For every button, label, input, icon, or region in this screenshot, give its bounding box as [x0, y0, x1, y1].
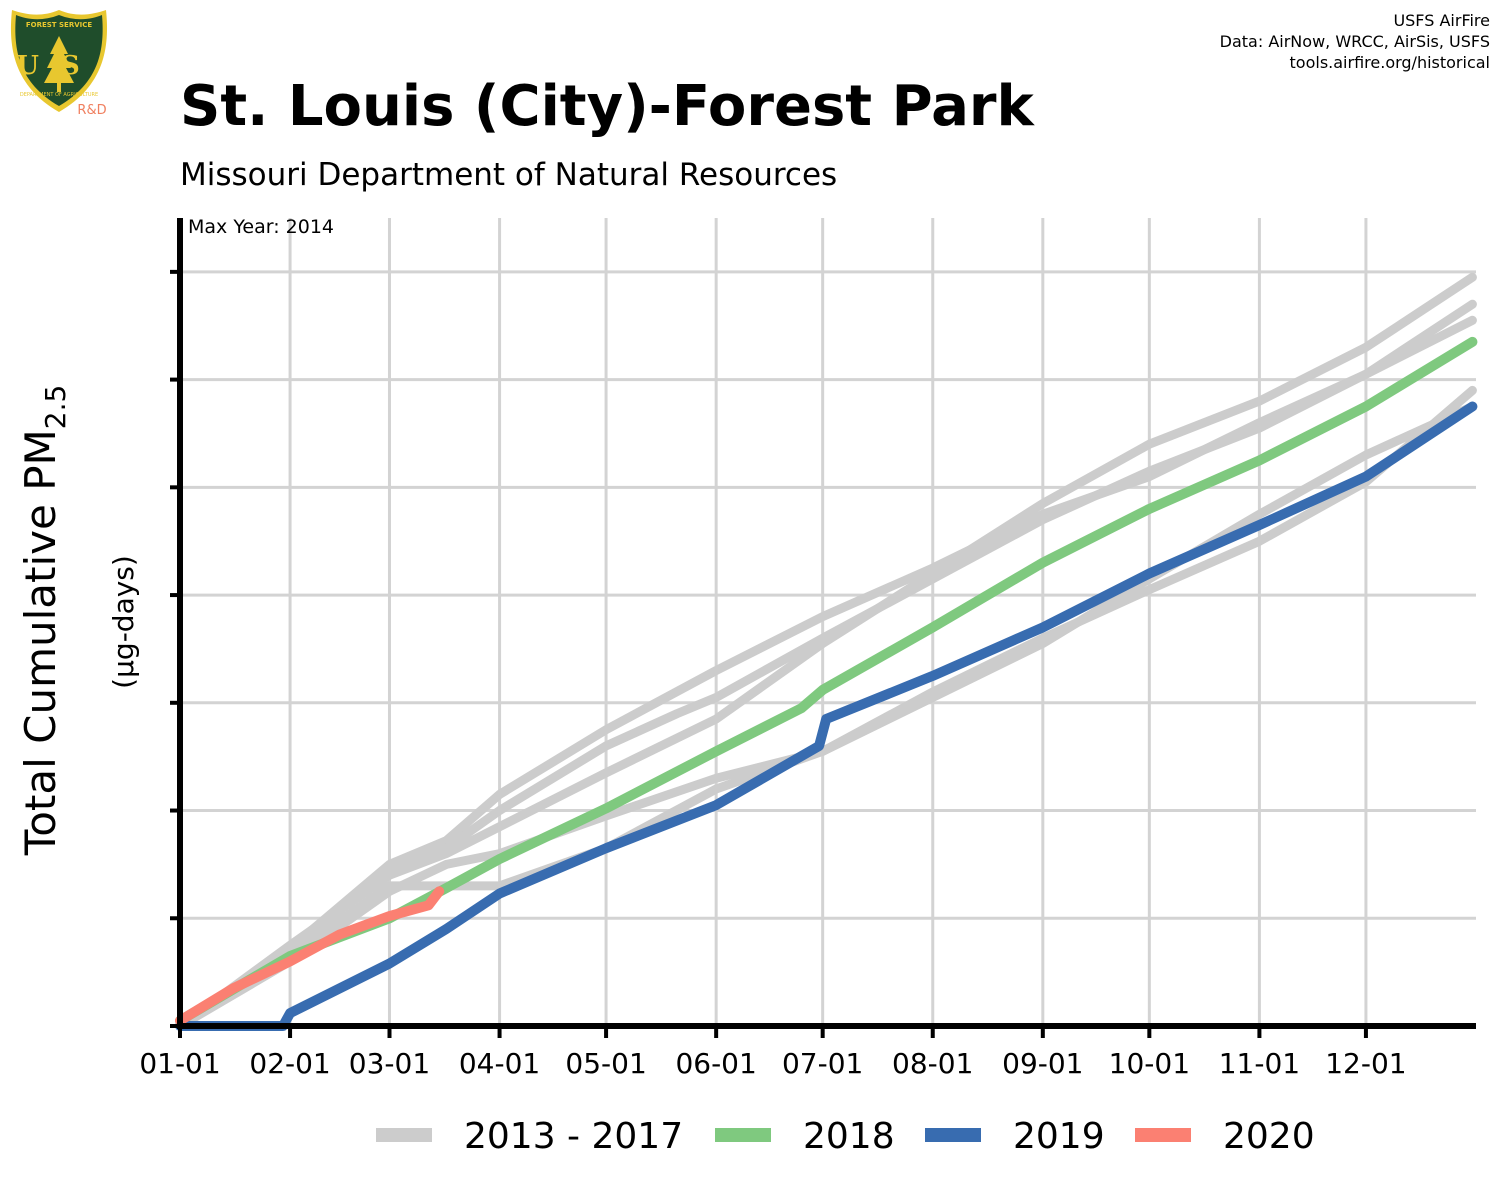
tree-icon — [44, 36, 74, 92]
x-tick-label: 12-01 — [1325, 1047, 1406, 1080]
legend-label: 2018 — [803, 1116, 895, 1157]
y-axis-label-sub: 2.5 — [39, 385, 72, 430]
x-tick-label: 03-01 — [349, 1047, 430, 1080]
x-tick-label: 08-01 — [892, 1047, 973, 1080]
logo-rd-tag: R&D — [77, 103, 106, 118]
y-axis-label-main: Total Cumulative PM — [16, 429, 65, 856]
legend-label: 2020 — [1223, 1116, 1315, 1157]
y-axis-units: (µg-days) — [107, 555, 140, 689]
series-line-2013-2017-1 — [175, 299, 1477, 1031]
legend-label: 2013 - 2017 — [464, 1116, 683, 1157]
chart-title: St. Louis (City)-Forest Park — [180, 74, 1034, 139]
credit-line-2: Data: AirNow, WRCC, AirSis, USFS — [1219, 32, 1490, 51]
series-line-2013-2017-2 — [175, 272, 1477, 1031]
legend-label: 2019 — [1013, 1116, 1105, 1157]
chart-subtitle: Missouri Department of Natural Resources — [180, 157, 838, 193]
legend-item: 2013 - 2017 — [376, 1116, 683, 1157]
legend: 2013 - 2017 2018 2019 2020 — [376, 1116, 1315, 1157]
series-lines — [175, 272, 1478, 1031]
logo-top-text: FOREST SERVICE — [26, 21, 93, 29]
logo-letters: US — [16, 51, 101, 81]
legend-item: 2020 — [1135, 1116, 1315, 1157]
axes — [170, 218, 1476, 1038]
x-tick-label: 11-01 — [1219, 1047, 1300, 1080]
max-year-annotation: Max Year: 2014 — [188, 216, 334, 238]
credit-line-1: USFS AirFire — [1393, 11, 1490, 30]
x-tick-label: 10-01 — [1109, 1047, 1190, 1080]
x-tick-label: 05-01 — [565, 1047, 646, 1080]
x-tick-label: 06-01 — [675, 1047, 756, 1080]
logo-bottom-text: DEPARTMENT OF AGRICULTURE — [20, 92, 98, 98]
data-credits: USFS AirFire Data: AirNow, WRCC, AirSis,… — [1220, 10, 1490, 73]
y-axis-label: Total Cumulative PM2.5 — [16, 385, 72, 857]
series-line-2013-2017-4 — [175, 385, 1477, 1031]
x-tick-label: 02-01 — [249, 1047, 330, 1080]
usfs-logo: FOREST SERVICE US DEPARTMENT OF AGRICULT… — [10, 10, 108, 118]
credit-line-3: tools.airfire.org/historical — [1289, 53, 1490, 72]
x-tick-labels: 01-01 02-01 03-01 04-01 05-01 06-01 07-01 08-01… — [139, 1047, 1406, 1080]
x-tick-label: 01-01 — [139, 1047, 220, 1080]
x-tick-label: 09-01 — [1002, 1047, 1083, 1080]
x-tick-label: 04-01 — [459, 1047, 540, 1080]
legend-item: 2019 — [925, 1116, 1105, 1157]
x-tick-label: 07-01 — [782, 1047, 863, 1080]
legend-item: 2018 — [715, 1116, 895, 1157]
svg-text:Total Cumulative PM2.5: Total Cumulative PM2.5 — [16, 385, 72, 857]
series-line-2019-6 — [175, 401, 1478, 1031]
series-line-2020-7 — [175, 886, 445, 1026]
